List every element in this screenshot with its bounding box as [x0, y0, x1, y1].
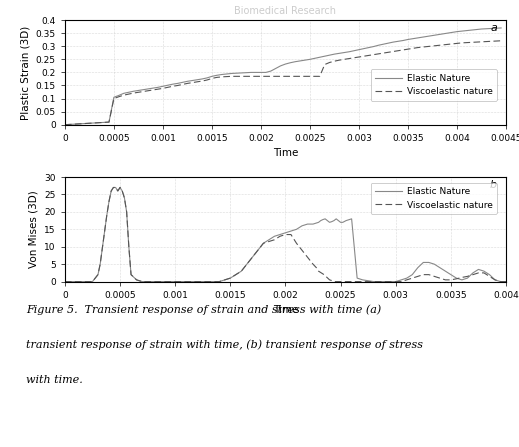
Elastic Nature — [420, 260, 427, 265]
Text: Figure 5.  Transient response of strain and stress with time (a): Figure 5. Transient response of strain a… — [26, 304, 381, 315]
Elastic Nature — [209, 74, 215, 79]
Line: Viscoelastic nature: Viscoelastic nature — [65, 187, 506, 282]
Viscoelastic nature — [503, 279, 509, 284]
Text: transient response of strain with time, (b) transient response of stress: transient response of strain with time, … — [26, 340, 423, 350]
Viscoelastic nature — [420, 272, 427, 277]
Elastic Nature — [194, 77, 200, 82]
Elastic Nature — [110, 185, 116, 190]
Viscoelastic nature — [62, 279, 68, 284]
Elastic Nature — [287, 60, 293, 65]
Elastic Nature — [498, 25, 504, 31]
Text: with time.: with time. — [26, 375, 83, 385]
Y-axis label: Plastic Strain (3D): Plastic Strain (3D) — [20, 25, 30, 119]
Viscoelastic nature — [110, 185, 116, 190]
Viscoelastic nature — [128, 272, 134, 277]
Viscoelastic nature — [385, 50, 391, 55]
Text: b: b — [490, 180, 497, 190]
Line: Elastic Nature: Elastic Nature — [65, 28, 501, 125]
Elastic Nature — [410, 36, 416, 42]
Elastic Nature — [419, 34, 426, 40]
Elastic Nature — [128, 272, 134, 277]
Elastic Nature — [62, 279, 68, 284]
Viscoelastic nature — [266, 239, 272, 244]
Legend: Elastic Nature, Viscoelastic nature: Elastic Nature, Viscoelastic nature — [371, 69, 497, 101]
Elastic Nature — [255, 248, 261, 253]
Elastic Nature — [117, 185, 123, 190]
Line: Viscoelastic nature: Viscoelastic nature — [65, 41, 501, 125]
Elastic Nature — [172, 279, 179, 284]
Viscoelastic nature — [144, 279, 151, 284]
X-axis label: Time: Time — [273, 148, 298, 158]
Elastic Nature — [293, 227, 299, 232]
X-axis label: Time: Time — [273, 305, 298, 315]
Viscoelastic nature — [160, 86, 166, 91]
Viscoelastic nature — [62, 122, 68, 127]
Viscoelastic nature — [498, 38, 504, 43]
Viscoelastic nature — [150, 279, 156, 284]
Viscoelastic nature — [126, 92, 132, 97]
Text: Biomedical Research: Biomedical Research — [235, 6, 336, 16]
Line: Elastic Nature: Elastic Nature — [65, 187, 506, 282]
Viscoelastic nature — [336, 58, 343, 63]
Viscoelastic nature — [184, 81, 190, 86]
Viscoelastic nature — [409, 275, 415, 281]
Elastic Nature — [503, 279, 509, 284]
Elastic Nature — [214, 72, 220, 78]
Y-axis label: Von Mises (3D): Von Mises (3D) — [29, 190, 39, 268]
Text: a: a — [490, 23, 497, 33]
Elastic Nature — [62, 122, 68, 127]
Legend: Elastic Nature, Viscoelastic nature: Elastic Nature, Viscoelastic nature — [371, 182, 497, 214]
Viscoelastic nature — [410, 46, 416, 51]
